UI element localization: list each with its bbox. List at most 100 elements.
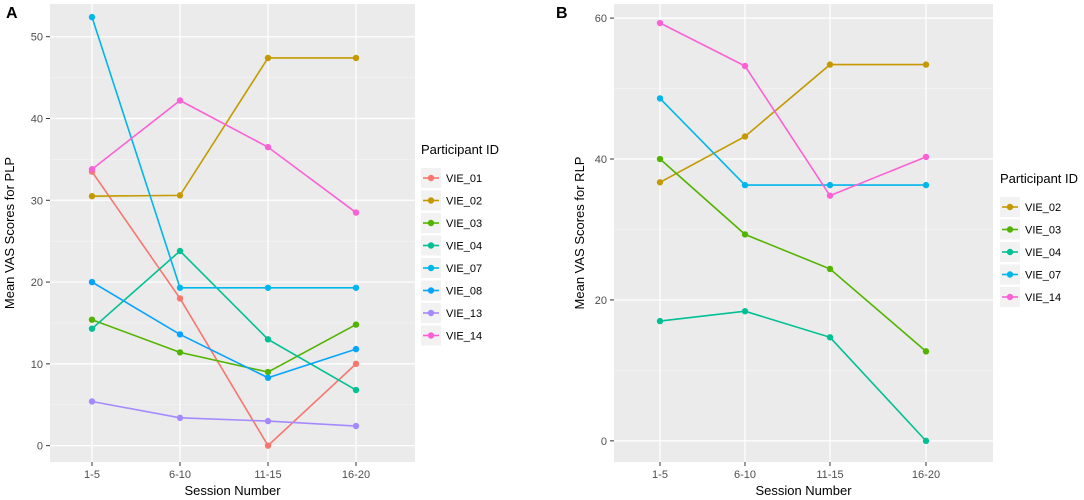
panel-a-data-point-vie_13 (88, 398, 96, 405)
panel-a-legend-label-vie_04: VIE_04 (446, 241, 482, 253)
panel-b-y-tick-label: 0 (601, 436, 607, 448)
panel-a-y-tick-label: 50 (31, 32, 43, 44)
panel-a-data-point-vie_03 (88, 316, 96, 323)
panel-b-data-point-vie_02 (922, 61, 930, 68)
panel-a-x-tick-label: 6-10 (169, 469, 191, 481)
panel-b-series-line-vie_03 (659, 158, 927, 352)
panel-b-data-point-vie_03 (922, 348, 930, 355)
panel-a-data-point-vie_01 (352, 360, 360, 368)
panel-b-legend-key-point (1006, 203, 1014, 211)
panel-a-legend-key-point (427, 287, 435, 294)
panel-a-y-tick-label: 30 (31, 195, 43, 207)
panel-b-legend-key-point (1006, 271, 1014, 278)
panel-a-data-point-vie_02 (176, 192, 184, 199)
panel-a-legend-label-vie_14: VIE_14 (446, 331, 482, 343)
panel-a-legend-key-point (427, 174, 435, 182)
panel-b-data-point-vie_07 (656, 95, 664, 102)
panel-a-y-axis-label: Mean VAS Scores for PLP (2, 157, 17, 309)
panel-a-data-point-vie_03 (352, 321, 360, 328)
panel-b: B 0 20 40 60 1-5 6-10 11-15 16-20 Session Numbe… (556, 4, 1078, 498)
panel-a-legend-key-point (427, 242, 435, 249)
panel-a-data-point-vie_02 (88, 192, 96, 200)
panel-a-x-tick-label: 11-15 (254, 469, 281, 481)
panel-b-data-point-vie_04 (741, 308, 749, 315)
panel-b-series-line-vie_02 (659, 63, 926, 183)
panel-b-data-point-vie_14 (741, 62, 749, 70)
panel-a-series-line-vie_07 (91, 16, 356, 289)
panel-a-y-tick-label: 20 (31, 277, 43, 289)
panel-b-legend-label-vie_03: VIE_03 (1025, 225, 1061, 237)
panel-b-legend: Participant ID VIE_02 VIE_03 VIE_04 VIE_07 V… (1000, 171, 1078, 307)
panel-b-data-point-vie_03 (741, 231, 749, 238)
panel-a-legend: Participant ID VIE_01 VIE_02 VIE_03 VIE_04 V… (421, 142, 499, 346)
panel-a-data-point-vie_07 (352, 284, 360, 291)
panel-b-data-point-vie_14 (826, 192, 834, 199)
panel-b-data-point-vie_07 (922, 181, 930, 189)
panel-a-data-point-vie_04 (264, 336, 272, 343)
panel-a-data-point-vie_04 (352, 386, 360, 394)
panel-b-data-point-vie_14 (656, 19, 664, 27)
panel-a-legend-label-vie_08: VIE_08 (446, 286, 482, 298)
panel-b-data-point-vie_04 (656, 317, 664, 325)
panel-b-series-line-vie_04 (659, 310, 927, 442)
panel-a-series-line-vie_03 (91, 318, 357, 373)
panel-a-data-point-vie_14 (352, 209, 360, 216)
panel-b-data-point-vie_03 (826, 265, 834, 273)
panel-a-legend-title: Participant ID (421, 142, 499, 157)
panel-a-series-line-vie_14 (91, 99, 357, 214)
panel-a-data-point-vie_07 (264, 284, 272, 291)
panel-a-data-point-vie_02 (264, 54, 272, 62)
panel-b-legend-key-point (1006, 248, 1014, 256)
panel-a-data-point-vie_14 (88, 166, 96, 173)
panel-a-legend-label-vie_13: VIE_13 (446, 308, 482, 320)
panel-b-series-line-vie_07 (659, 97, 926, 186)
panel-a-data-point-vie_01 (176, 295, 184, 302)
panel-a-series-line-vie_02 (91, 57, 356, 197)
panel-a-series-line-vie_08 (91, 281, 357, 379)
panel-b-legend-label-vie_02: VIE_02 (1025, 202, 1061, 214)
panel-a-data-point-vie_02 (352, 54, 360, 62)
panel-b-y-tick-label: 40 (595, 154, 607, 166)
panel-b-data-point-vie_07 (741, 181, 749, 189)
panel-b-x-tick-label: 1-5 (652, 469, 668, 481)
panel-b-legend-label-vie_14: VIE_14 (1025, 292, 1061, 304)
panel-a-data-point-vie_08 (352, 345, 360, 353)
panel-a-legend-key-point (427, 197, 435, 204)
panel-a-data-point-vie_13 (352, 422, 360, 430)
panel-a-data-point-vie_14 (264, 143, 272, 151)
panel-b-data-point-vie_02 (656, 179, 664, 186)
panel-a-label: A (6, 5, 18, 22)
panel-a-legend-label-vie_03: VIE_03 (446, 218, 482, 230)
panel-a-data-point-vie_07 (88, 13, 96, 21)
panel-a-data-point-vie_03 (264, 368, 272, 376)
panel-a-legend-label-vie_02: VIE_02 (446, 196, 482, 208)
panel-a-series-line-vie_13 (91, 400, 357, 427)
panel-b-y-tick-label: 20 (595, 295, 607, 307)
panel-b-x-tick-label: 11-15 (816, 469, 843, 481)
panel-b-legend-key-point (1006, 226, 1014, 233)
panel-b-x-tick-label: 6-10 (734, 469, 756, 481)
panel-b-legend-label-vie_04: VIE_04 (1025, 247, 1061, 259)
panel-a-data-point-vie_08 (264, 374, 272, 381)
panel-b-data-point-vie_03 (656, 155, 664, 163)
panel-b-data-point-vie_04 (826, 334, 834, 341)
panel-b-data-point-vie_04 (922, 437, 930, 445)
panel-a-legend-key-point (427, 309, 435, 317)
panel-a-legend-key-point (427, 219, 435, 227)
panel-a-legend-key-point (427, 332, 435, 339)
panel-b-x-axis-label: Session Number (755, 483, 852, 498)
panel-b-series-line-vie_14 (659, 22, 927, 197)
panel-a-y-tick-label: 40 (31, 114, 43, 126)
panel-a-x-axis-label: Session Number (184, 483, 281, 498)
panel-b-y-tick-label: 60 (595, 13, 607, 25)
panel-b-x-tick-label: 16-20 (912, 469, 940, 481)
panel-b-legend-key-point (1006, 293, 1014, 301)
panel-a-x-tick-label: 1-5 (84, 469, 100, 481)
panel-a-data-point-vie_13 (176, 414, 184, 422)
panel-a: A 0 10 20 30 40 50 1-5 6-10 11-15 16-20 Session N… (2, 4, 499, 498)
panel-a-legend-label-vie_01: VIE_01 (446, 173, 482, 185)
panel-a-data-point-vie_13 (264, 417, 272, 425)
panel-a-data-point-vie_14 (176, 97, 184, 104)
panel-a-data-point-vie_07 (176, 284, 184, 291)
